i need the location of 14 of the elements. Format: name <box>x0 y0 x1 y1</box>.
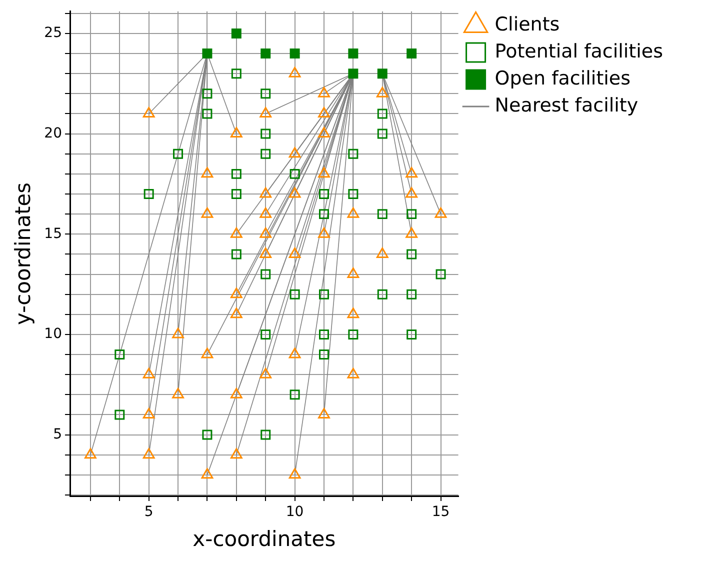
y-tick-label: 25 <box>44 25 62 42</box>
legend-label: Potential facilities <box>494 40 664 62</box>
y-axis-title: y-coordinates <box>11 182 36 325</box>
y-tick-label: 5 <box>53 426 62 442</box>
x-axis-title: x-coordinates <box>192 526 336 551</box>
x-tick-label: 15 <box>432 504 450 520</box>
y-tick-label: 10 <box>44 326 62 342</box>
legend-label: Clients <box>494 13 560 36</box>
legend-label: Nearest facility <box>494 94 638 116</box>
x-tick-label: 5 <box>144 504 154 520</box>
y-tick-label: 15 <box>44 226 62 242</box>
y-tick-label: 20 <box>44 125 62 142</box>
legend-label: Open facilities <box>494 67 631 90</box>
x-tick-label: 10 <box>286 504 304 520</box>
